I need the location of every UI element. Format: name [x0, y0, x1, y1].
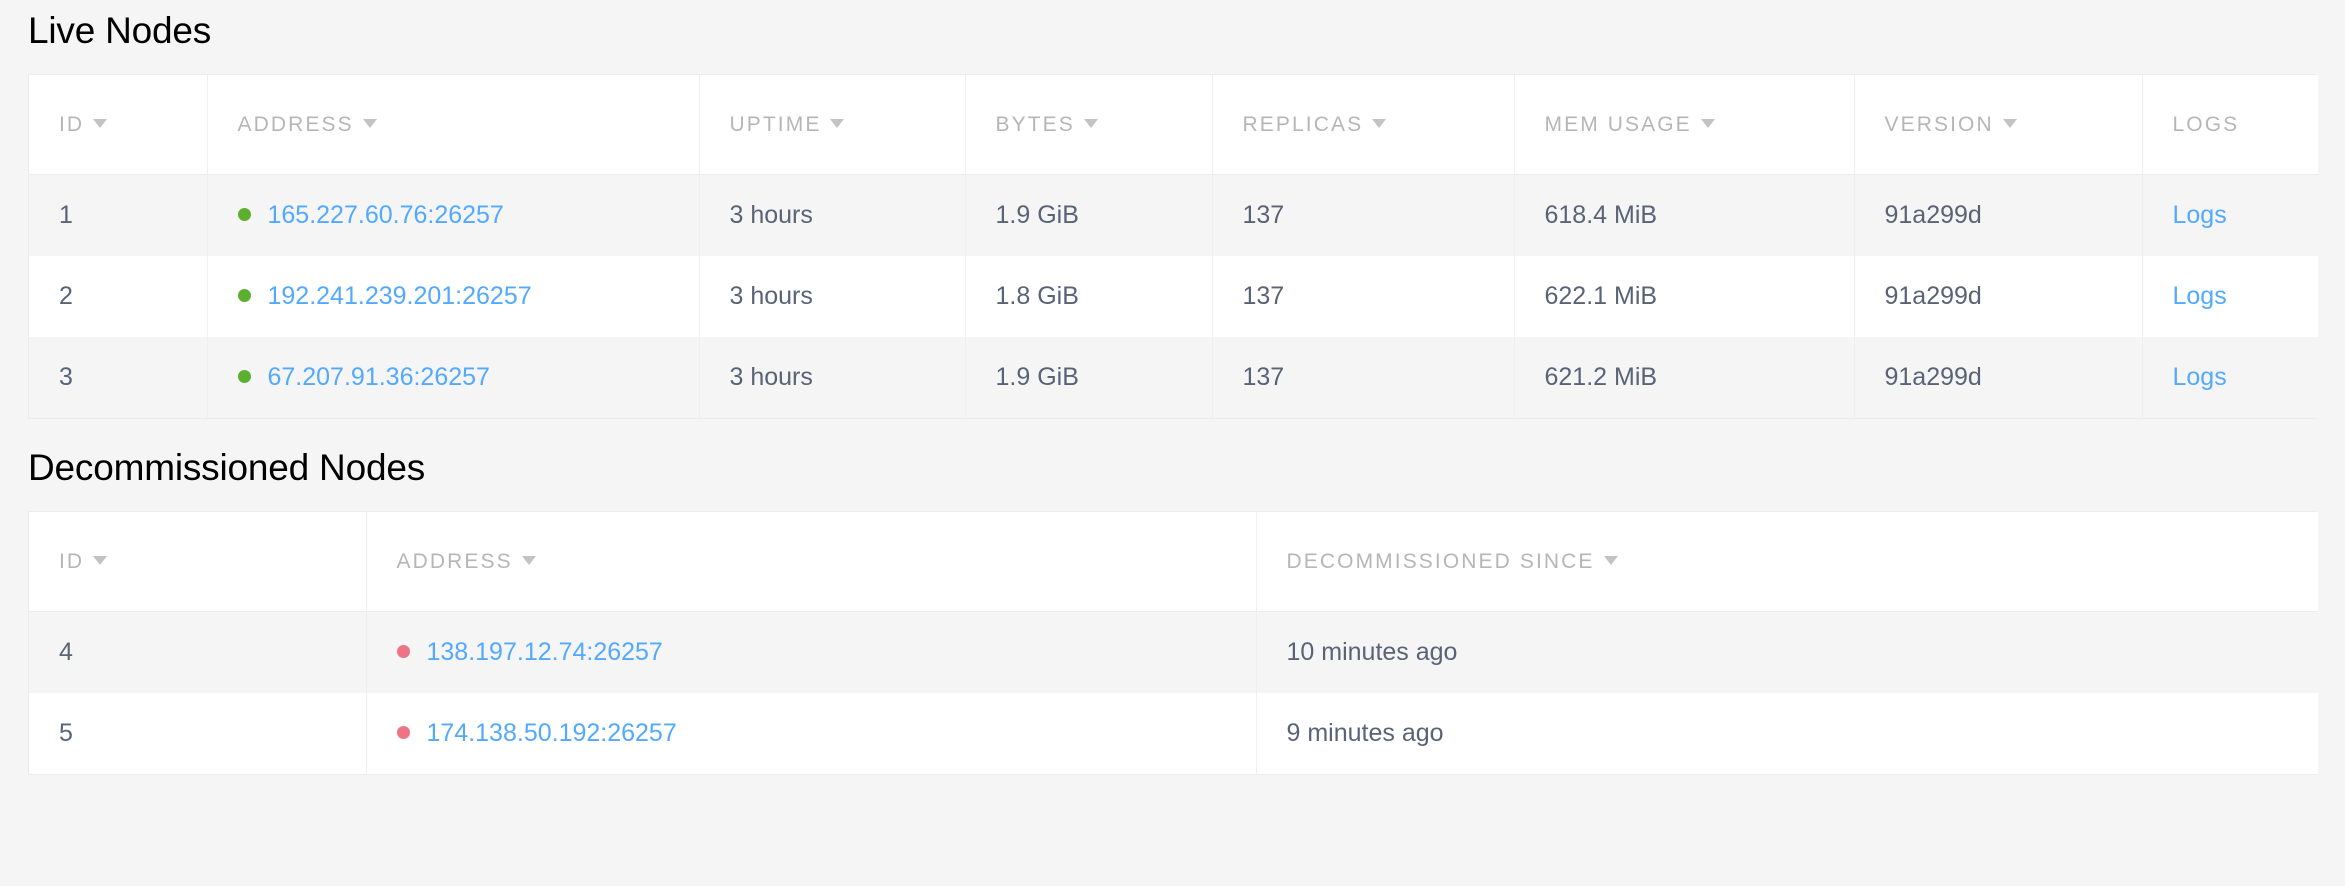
- table-row: 5 174.138.50.192:26257 9 minutes ago: [29, 693, 2318, 774]
- decommissioned-nodes-header-row: ID ADDRESS DECOMMISSIONED SINCE: [29, 512, 2318, 612]
- cell-address: 192.241.239.201:26257: [207, 256, 700, 337]
- live-nodes-table-container: ID ADDRESS UPTIME BYTES REPLICAS MEM USA…: [28, 74, 2318, 419]
- column-header-version-label: VERSION: [1884, 112, 1994, 136]
- cell-version: 91a299d: [1854, 337, 2143, 418]
- column-header-uptime[interactable]: UPTIME: [699, 75, 966, 175]
- live-nodes-header-row: ID ADDRESS UPTIME BYTES REPLICAS MEM USA…: [29, 75, 2318, 175]
- column-header-bytes-label: BYTES: [995, 112, 1075, 136]
- column-header-decommissioned-since-label: DECOMMISSIONED SINCE: [1286, 549, 1595, 573]
- chevron-down-icon[interactable]: [1083, 119, 1098, 129]
- column-header-address[interactable]: ADDRESS: [366, 512, 1257, 612]
- chevron-down-icon[interactable]: [1700, 119, 1715, 129]
- cell-decommissioned-since: 9 minutes ago: [1256, 693, 2318, 774]
- table-row: 1 165.227.60.76:26257 3 hours 1.9 GiB 13…: [29, 174, 2318, 256]
- cell-replicas: 137: [1212, 174, 1515, 256]
- cell-mem-usage: 621.2 MiB: [1514, 337, 1855, 418]
- status-dot-live-icon: [237, 288, 251, 302]
- chevron-down-icon[interactable]: [2002, 119, 2017, 129]
- cell-bytes: 1.8 GiB: [965, 256, 1213, 337]
- decommissioned-nodes-title: Decommissioned Nodes: [28, 447, 426, 488]
- column-header-replicas-label: REPLICAS: [1242, 112, 1364, 136]
- cell-mem-usage: 618.4 MiB: [1514, 174, 1855, 256]
- decommissioned-nodes-table-body: 4 138.197.12.74:26257 10 minutes ago 5 1…: [29, 611, 2318, 774]
- decommissioned-nodes-table: ID ADDRESS DECOMMISSIONED SINCE 4 138.19…: [29, 512, 2318, 774]
- cell-id: 5: [29, 693, 367, 774]
- node-address-link[interactable]: 67.207.91.36:26257: [267, 363, 490, 391]
- decommissioned-nodes-table-container: ID ADDRESS DECOMMISSIONED SINCE 4 138.19…: [28, 511, 2318, 775]
- cell-uptime: 3 hours: [699, 256, 966, 337]
- column-header-decommissioned-since[interactable]: DECOMMISSIONED SINCE: [1256, 512, 2318, 612]
- decommissioned-nodes-table-head: ID ADDRESS DECOMMISSIONED SINCE: [29, 512, 2318, 612]
- node-address-link[interactable]: 165.227.60.76:26257: [267, 201, 504, 229]
- chevron-down-icon[interactable]: [93, 556, 108, 566]
- live-nodes-title: Live Nodes: [28, 10, 212, 51]
- cell-replicas: 137: [1212, 337, 1515, 418]
- chevron-down-icon[interactable]: [830, 119, 845, 129]
- status-dot-dead-icon: [396, 644, 410, 658]
- column-header-version[interactable]: VERSION: [1854, 75, 2143, 175]
- logs-link[interactable]: Logs: [2172, 363, 2227, 391]
- column-header-mem-usage-label: MEM USAGE: [1544, 112, 1692, 136]
- column-header-bytes[interactable]: BYTES: [965, 75, 1213, 175]
- cell-logs: Logs: [2142, 337, 2318, 418]
- cell-id: 1: [29, 174, 208, 256]
- node-address-link[interactable]: 192.241.239.201:26257: [267, 282, 532, 310]
- table-row: 3 67.207.91.36:26257 3 hours 1.9 GiB 137…: [29, 337, 2318, 418]
- column-header-id[interactable]: ID: [29, 75, 208, 175]
- cell-address: 174.138.50.192:26257: [366, 693, 1257, 774]
- column-header-id[interactable]: ID: [29, 512, 367, 612]
- column-header-id-label: ID: [59, 112, 85, 136]
- column-header-address[interactable]: ADDRESS: [207, 75, 700, 175]
- cell-bytes: 1.9 GiB: [965, 337, 1213, 418]
- cell-uptime: 3 hours: [699, 337, 966, 418]
- cell-address: 165.227.60.76:26257: [207, 174, 700, 256]
- cell-mem-usage: 622.1 MiB: [1514, 256, 1855, 337]
- status-dot-dead-icon: [396, 725, 410, 739]
- cell-version: 91a299d: [1854, 174, 2143, 256]
- status-dot-live-icon: [237, 207, 251, 221]
- cell-logs: Logs: [2142, 256, 2318, 337]
- column-header-id-label: ID: [59, 549, 85, 573]
- chevron-down-icon[interactable]: [93, 119, 108, 129]
- live-nodes-table: ID ADDRESS UPTIME BYTES REPLICAS MEM USA…: [29, 75, 2318, 418]
- chevron-down-icon[interactable]: [1372, 119, 1387, 129]
- status-dot-live-icon: [237, 369, 251, 383]
- cell-logs: Logs: [2142, 174, 2318, 256]
- column-header-address-label: ADDRESS: [396, 549, 513, 573]
- cell-decommissioned-since: 10 minutes ago: [1256, 611, 2318, 693]
- cell-id: 2: [29, 256, 208, 337]
- chevron-down-icon[interactable]: [1603, 556, 1618, 566]
- logs-link[interactable]: Logs: [2172, 282, 2227, 310]
- cell-address: 67.207.91.36:26257: [207, 337, 700, 418]
- cell-replicas: 137: [1212, 256, 1515, 337]
- live-nodes-table-body: 1 165.227.60.76:26257 3 hours 1.9 GiB 13…: [29, 174, 2318, 418]
- table-row: 4 138.197.12.74:26257 10 minutes ago: [29, 611, 2318, 693]
- cell-uptime: 3 hours: [699, 174, 966, 256]
- cell-id: 3: [29, 337, 208, 418]
- logs-link[interactable]: Logs: [2172, 201, 2227, 229]
- node-address-link[interactable]: 174.138.50.192:26257: [426, 719, 677, 747]
- chevron-down-icon[interactable]: [521, 556, 536, 566]
- column-header-address-label: ADDRESS: [237, 112, 354, 136]
- cell-address: 138.197.12.74:26257: [366, 611, 1257, 693]
- cell-version: 91a299d: [1854, 256, 2143, 337]
- column-header-mem-usage[interactable]: MEM USAGE: [1514, 75, 1855, 175]
- column-header-replicas[interactable]: REPLICAS: [1212, 75, 1515, 175]
- node-address-link[interactable]: 138.197.12.74:26257: [426, 638, 663, 666]
- chevron-down-icon[interactable]: [362, 119, 377, 129]
- column-header-uptime-label: UPTIME: [729, 112, 822, 136]
- live-nodes-table-head: ID ADDRESS UPTIME BYTES REPLICAS MEM USA…: [29, 75, 2318, 175]
- column-header-logs-label: LOGS: [2172, 112, 2240, 136]
- table-row: 2 192.241.239.201:26257 3 hours 1.8 GiB …: [29, 256, 2318, 337]
- cell-bytes: 1.9 GiB: [965, 174, 1213, 256]
- cell-id: 4: [29, 611, 367, 693]
- column-header-logs: LOGS: [2142, 75, 2318, 175]
